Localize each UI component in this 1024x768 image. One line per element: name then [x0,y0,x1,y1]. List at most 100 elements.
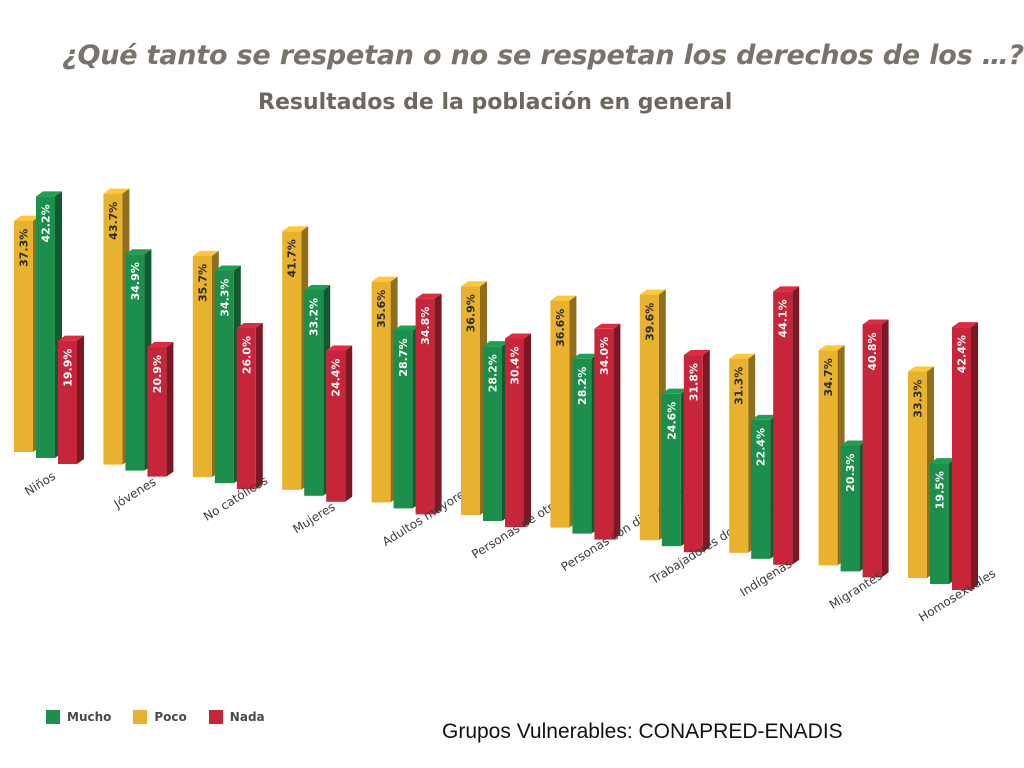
bar-side-indigenas-nada [792,286,800,565]
category-label-migrantes: Migrantes [827,569,885,612]
bar-trabajadores-domesticos-nada [683,355,703,553]
data-label-jovenes-poco: 43.7% [107,202,120,240]
bar-personas-de-otra-raza-poco [461,286,480,515]
bar-trabajadores-domesticos-mucho [661,393,681,547]
data-label-personas-de-otra-raza-poco: 36.9% [465,294,478,332]
bar-indigenas-mucho [751,419,771,559]
bar-chart: 37.3% 42.2% 19.9% Niños 43.7% 34.9% 20.9% Jóven… [14,188,998,625]
category-label-mujeres: Mujeres [290,500,337,537]
bar-top-personas-de-otra-raza-nada [505,333,531,339]
bar-jovenes-poco [103,193,123,465]
bar-top-mujeres-poco [282,226,309,232]
bar-top-trabajadores-domesticos-nada [683,350,710,356]
bar-side-jovenes-nada [166,342,174,477]
bar-homosexuales-nada [952,327,971,590]
bar-top-trabajadores-domesticos-poco [639,289,666,295]
bar-personas-de-otra-raza-nada [505,338,524,527]
bar-top-ninos-mucho [36,191,62,197]
bar-migrantes-poco [818,350,838,566]
bar-side-homosexuales-nada [971,322,978,590]
data-label-mujeres-mucho: 33.2% [308,298,321,336]
data-label-adultos-mayores-mucho: 28.7% [397,338,410,376]
bar-homosexuales-mucho [930,463,949,584]
data-label-no-catolicos-mucho: 34.3% [218,279,231,317]
bar-side-trabajadores-domesticos-nada [702,350,710,553]
bar-top-homosexuales-mucho [930,458,956,464]
data-label-jovenes-nada: 20.9% [151,355,164,393]
data-label-jovenes-mucho: 34.9% [129,262,142,300]
data-label-trabajadores-domesticos-mucho: 24.6% [665,402,678,440]
bar-ninos-nada [58,340,77,464]
data-label-indigenas-nada: 44.1% [777,299,790,337]
bar-top-personas-con-discapacidad-nada [594,323,621,329]
bar-side-personas-con-discapacidad-nada [613,323,621,540]
data-label-homosexuales-nada: 42.4% [956,335,969,373]
data-label-indigenas-poco: 31.3% [733,367,746,405]
bar-top-personas-con-discapacidad-poco [550,295,577,301]
bar-top-personas-de-otra-raza-mucho [483,341,509,347]
data-label-migrantes-nada: 40.8% [866,332,879,370]
data-label-personas-con-discapacidad-nada: 34.0% [598,337,611,375]
data-label-personas-de-otra-raza-mucho: 28.2% [487,354,500,392]
bar-side-ninos-nada [77,335,84,464]
bar-top-no-catolicos-nada [236,323,263,328]
chart-title: ¿Qué tanto se respetan o no se respetan … [62,40,1024,71]
data-label-mujeres-poco: 41.7% [286,239,299,277]
bar-migrantes-mucho [840,445,860,572]
bar-top-ninos-nada [58,335,84,341]
bar-top-personas-con-discapacidad-mucho [572,353,599,359]
category-label-jovenes: Jóvenes [111,475,159,512]
bar-top-adultos-mayores-nada [415,293,442,299]
bar-adultos-mayores-nada [415,298,435,515]
legend-item-poco: Poco [133,710,187,724]
legend-label-nada: Nada [229,710,265,724]
bar-jovenes-mucho [125,254,145,471]
data-label-personas-de-otra-raza-nada: 30.4% [509,347,522,385]
bar-adultos-mayores-poco [371,281,391,503]
bar-trabajadores-domesticos-poco [639,294,659,541]
data-label-homosexuales-poco: 33.3% [912,380,925,418]
category-label-indigenas: Indígenas [737,557,794,600]
bar-personas-con-discapacidad-mucho [572,358,592,534]
bar-no-catolicos-nada [236,328,256,490]
bar-personas-con-discapacidad-poco [550,300,570,528]
legend-label-mucho: Mucho [67,710,112,724]
bar-top-adultos-mayores-poco [371,276,398,282]
bar-side-mujeres-nada [345,345,353,502]
bar-top-indigenas-nada [773,286,800,292]
bar-top-no-catolicos-mucho [214,265,241,271]
legend-label-poco: Poco [154,710,187,724]
legend-swatch-poco [133,710,148,724]
data-label-adultos-mayores-nada: 34.8% [419,307,432,345]
bar-no-catolicos-poco [192,255,212,478]
legend-swatch-nada [208,710,223,724]
bar-top-jovenes-poco [103,188,130,194]
legend-item-nada: Nada [208,710,265,724]
bar-top-jovenes-mucho [125,249,152,255]
legend: Mucho Poco Nada [46,710,265,724]
bar-top-indigenas-mucho [751,414,778,420]
data-label-migrantes-poco: 34.7% [822,358,835,396]
data-label-personas-con-discapacidad-mucho: 28.2% [576,367,589,405]
data-label-ninos-poco: 37.3% [18,229,31,267]
bar-top-jovenes-nada [147,342,174,348]
bar-side-adultos-mayores-nada [434,293,442,515]
legend-swatch-mucho [46,710,60,724]
data-label-trabajadores-domesticos-nada: 31.8% [687,363,700,401]
bar-indigenas-poco [729,358,749,553]
bar-top-no-catolicos-poco [192,250,219,256]
bar-side-no-catolicos-nada [255,323,263,490]
bar-top-adultos-mayores-mucho [393,325,420,331]
bar-top-personas-de-otra-raza-poco [461,281,487,287]
data-label-migrantes-mucho: 20.3% [844,454,857,492]
bar-top-ninos-poco [14,215,40,221]
bar-indigenas-nada [773,291,793,565]
data-label-trabajadores-domesticos-poco: 39.6% [643,303,656,341]
data-label-ninos-mucho: 42.2% [40,204,53,242]
data-label-no-catolicos-poco: 35.7% [196,264,209,302]
bar-no-catolicos-mucho [214,270,234,484]
bar-top-homosexuales-nada [952,322,978,328]
bar-top-migrantes-mucho [840,440,867,446]
data-label-adultos-mayores-poco: 35.6% [375,290,388,328]
data-label-ninos-nada: 19.9% [62,349,75,387]
